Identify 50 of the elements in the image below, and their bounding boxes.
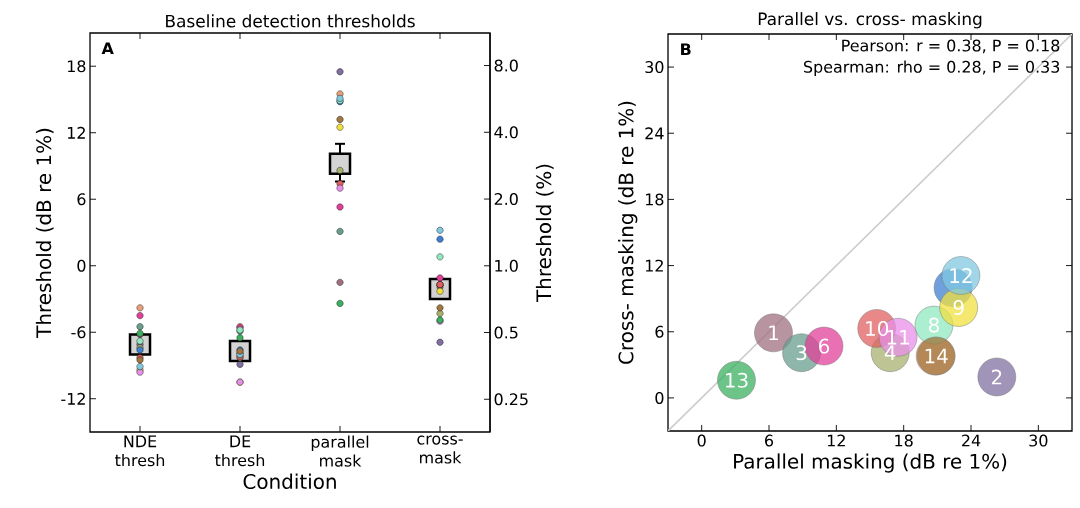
- y2-tick-label: 0.25: [494, 393, 528, 406]
- y-tick-label: 18: [645, 193, 664, 206]
- y2-tick-label: 2.0: [494, 193, 518, 206]
- y-tick-label: 24: [645, 127, 664, 140]
- x-tick-label: parallel mask: [311, 435, 369, 467]
- y-tick-label: -12: [61, 392, 85, 405]
- y-tick-label: 12: [645, 259, 663, 272]
- y2-axis-title: Threshold (%): [535, 164, 554, 303]
- y-tick-label: 12: [67, 126, 85, 139]
- annotation: Spearman: rho = 0.28, P = 0.33: [804, 60, 1060, 76]
- annotation: 1: [769, 325, 779, 341]
- y2-tick-label: 8.0: [494, 59, 518, 72]
- y-tick-label: 18: [67, 60, 86, 73]
- y2-tick-label: 1.0: [495, 259, 518, 272]
- annotation: 3: [796, 345, 807, 361]
- y-axis-title: Threshold (dB re 1%): [35, 128, 54, 338]
- x-tick-label: 6: [765, 434, 774, 447]
- annotation: 13: [725, 372, 748, 388]
- annotation: 11: [887, 330, 909, 345]
- y2-tick-label: 4.0: [494, 126, 518, 139]
- y-tick-label: 0: [655, 391, 664, 404]
- annotation: 2: [991, 369, 1002, 385]
- y-tick-label: 6: [77, 193, 86, 206]
- x-tick-label: DE thresh: [215, 435, 265, 467]
- x-axis-title: Parallel masking (dB re 1%): [734, 453, 1007, 473]
- y-tick-label: 0: [77, 259, 86, 272]
- annotation: 14: [925, 348, 948, 364]
- annotation: A: [101, 42, 114, 55]
- y-tick-label: 30: [645, 61, 664, 74]
- annotation: 9: [953, 299, 964, 316]
- x-tick-label: 30: [1029, 434, 1048, 447]
- annotation: Pearson: r = 0.38, P = 0.18: [842, 39, 1060, 54]
- x-tick-label: 12: [827, 434, 845, 447]
- y-axis-title: Cross- masking (dB re 1%): [618, 101, 638, 364]
- x-tick-label: 18: [895, 434, 913, 447]
- x-tick-label: NDE thresh: [115, 435, 165, 467]
- x-tick-label: cross-mask: [417, 435, 463, 464]
- annotation: 12: [950, 268, 972, 283]
- x-tick-label: 24: [962, 434, 981, 447]
- y-tick-label: 6: [655, 325, 664, 338]
- x-axis-title: Condition: [243, 473, 336, 490]
- annotation: 4: [884, 345, 896, 360]
- annotation: 8: [929, 317, 939, 333]
- chart-title: Parallel vs. cross- masking: [758, 12, 982, 29]
- y-tick-label: -6: [71, 326, 86, 339]
- y2-tick-label: 0.5: [494, 326, 518, 339]
- annotation: 6: [819, 338, 830, 354]
- x-tick-label: 0: [697, 434, 706, 447]
- annotation: B: [681, 43, 691, 56]
- chart-title: Baseline detection thresholds: [166, 14, 415, 28]
